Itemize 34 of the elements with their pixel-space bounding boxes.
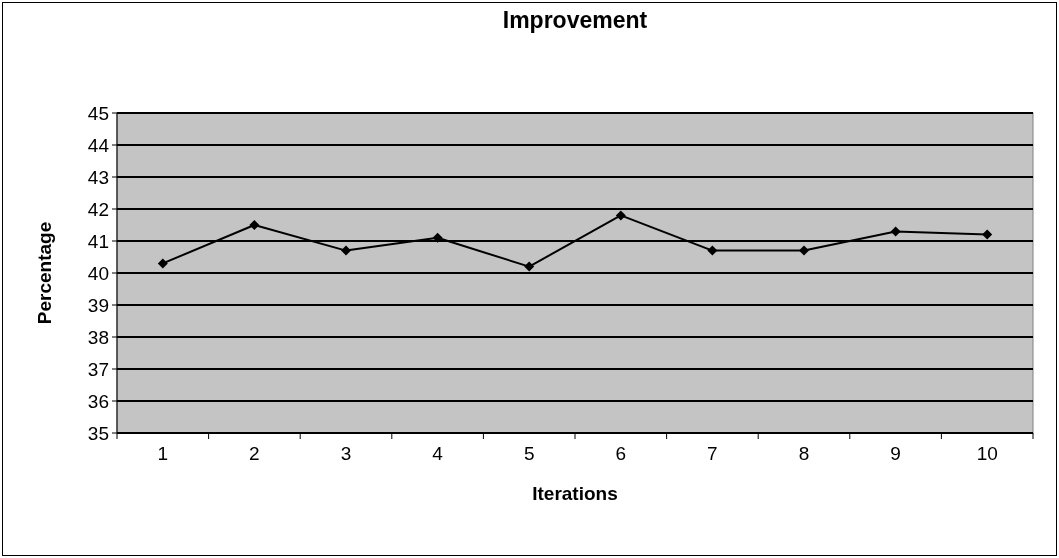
y-tick-label: 43 bbox=[87, 166, 109, 188]
chart-title: Improvement bbox=[502, 7, 648, 33]
x-tick-label: 7 bbox=[707, 443, 718, 464]
x-tick-label: 8 bbox=[798, 443, 810, 464]
point bbox=[157, 258, 168, 269]
y-tick-label: 45 bbox=[87, 102, 109, 124]
point bbox=[799, 245, 809, 256]
x-tick-label: 4 bbox=[432, 443, 444, 464]
x-tick-label: 2 bbox=[249, 443, 260, 464]
y-tick-label: 36 bbox=[87, 390, 109, 412]
x-tick-label: 1 bbox=[157, 443, 169, 464]
y-tick-label: 42 bbox=[87, 198, 109, 220]
x-axis-title: Iterations bbox=[532, 483, 618, 504]
x-tick-label: 6 bbox=[615, 443, 627, 464]
y-tick-label: 41 bbox=[87, 230, 109, 252]
point bbox=[249, 220, 260, 230]
point bbox=[890, 226, 901, 237]
y-tick-label: 40 bbox=[87, 262, 109, 284]
point bbox=[615, 210, 626, 221]
x-tick-label: 3 bbox=[340, 443, 352, 464]
point bbox=[432, 232, 443, 243]
y-tick-label: 38 bbox=[87, 326, 109, 348]
point bbox=[341, 245, 351, 256]
point bbox=[982, 229, 993, 240]
point bbox=[707, 245, 718, 256]
x-tick-label: 10 bbox=[976, 443, 998, 464]
x-tick-label: 9 bbox=[890, 443, 901, 464]
y-tick-label: 44 bbox=[87, 134, 110, 156]
point bbox=[524, 261, 535, 272]
y-tick-label: 37 bbox=[87, 358, 109, 380]
y-tick-label: 39 bbox=[87, 294, 109, 316]
y-axis-title: Percentage bbox=[34, 221, 55, 325]
y-tick-label: 35 bbox=[87, 422, 109, 444]
x-tick-label: 5 bbox=[523, 443, 535, 464]
